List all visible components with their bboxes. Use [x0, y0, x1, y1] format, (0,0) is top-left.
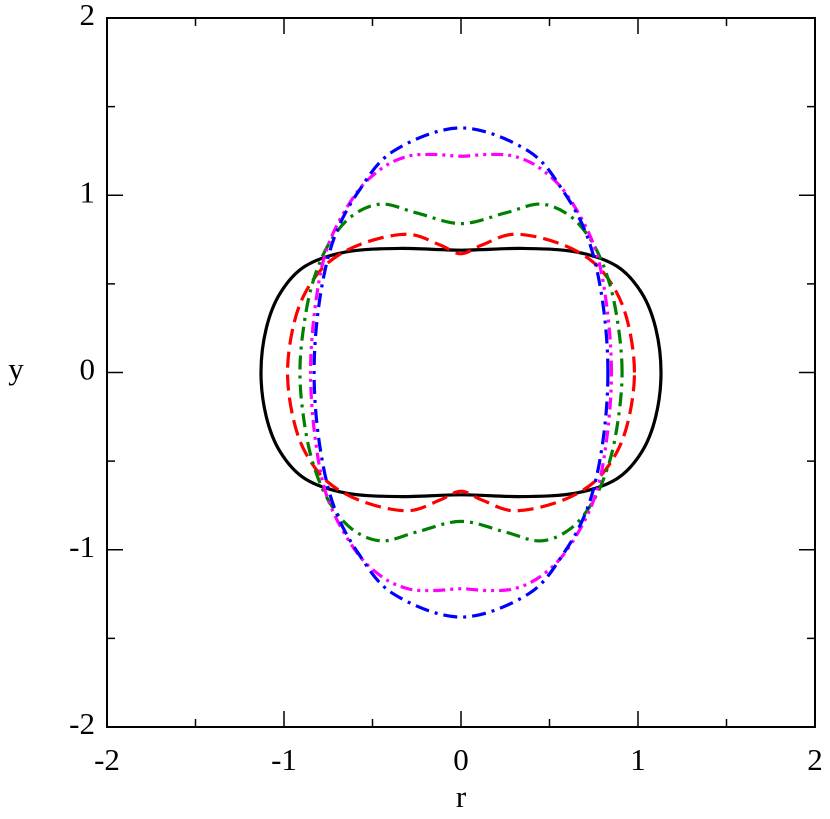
curve	[312, 126, 610, 619]
x-tick-label: -2	[94, 742, 120, 777]
x-tick-label: 2	[807, 742, 823, 777]
plot-frame	[106, 17, 816, 728]
x-tick-label: -1	[271, 742, 297, 777]
y-tick-label: 1	[80, 174, 96, 209]
y-tick-label: -1	[69, 529, 95, 564]
y-tick-label: 2	[80, 0, 96, 32]
y-tick-label: -2	[69, 706, 95, 741]
y-tick-label: 0	[80, 352, 96, 387]
curve	[285, 232, 637, 513]
x-axis-label: r	[456, 779, 467, 814]
x-tick-label: 0	[453, 742, 469, 777]
curve	[308, 152, 614, 593]
x-tick-label: 1	[630, 742, 646, 777]
y-axis-label: y	[8, 351, 24, 386]
